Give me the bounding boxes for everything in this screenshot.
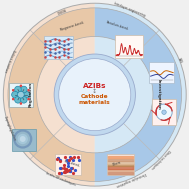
Text: Electrolyte regulation: Electrolyte regulation xyxy=(115,171,146,187)
Text: Interlayer engineering: Interlayer engineering xyxy=(113,2,145,18)
Circle shape xyxy=(20,102,22,105)
Circle shape xyxy=(54,54,135,135)
Text: Manganese-based,: Manganese-based, xyxy=(60,20,85,32)
Text: Other techniques: Other techniques xyxy=(150,148,171,169)
FancyBboxPatch shape xyxy=(9,83,33,107)
Text: Regulation: Regulation xyxy=(29,82,33,107)
Wedge shape xyxy=(3,3,95,186)
FancyBboxPatch shape xyxy=(107,154,134,175)
Text: AZIBs: AZIBs xyxy=(83,83,107,89)
Circle shape xyxy=(21,86,27,93)
Circle shape xyxy=(18,134,28,144)
Circle shape xyxy=(20,136,26,142)
Circle shape xyxy=(12,98,15,100)
Text: Doping/regulation: Doping/regulation xyxy=(3,116,17,142)
Circle shape xyxy=(162,110,166,114)
Circle shape xyxy=(23,91,30,98)
Circle shape xyxy=(21,96,27,103)
Circle shape xyxy=(15,132,30,146)
Text: Vanadium-based,: Vanadium-based, xyxy=(105,20,129,31)
Text: Defect structure: Defect structure xyxy=(3,48,16,72)
FancyBboxPatch shape xyxy=(55,154,81,175)
FancyBboxPatch shape xyxy=(12,129,36,150)
Text: Cathode: Cathode xyxy=(81,94,108,99)
Text: Others: Others xyxy=(112,160,122,167)
FancyBboxPatch shape xyxy=(44,36,73,59)
Circle shape xyxy=(59,59,131,131)
Text: In-situ SR techniques: In-situ SR techniques xyxy=(45,172,76,187)
Circle shape xyxy=(13,129,32,149)
FancyBboxPatch shape xyxy=(149,62,174,84)
Circle shape xyxy=(12,91,18,98)
Circle shape xyxy=(15,96,21,103)
FancyBboxPatch shape xyxy=(115,35,143,58)
Text: Investigation: Investigation xyxy=(156,79,160,110)
Wedge shape xyxy=(95,8,182,181)
Circle shape xyxy=(27,98,30,100)
Text: ↕: ↕ xyxy=(92,89,97,94)
Text: materials: materials xyxy=(79,100,111,105)
Text: PBAs-based,: PBAs-based, xyxy=(64,159,81,168)
Wedge shape xyxy=(95,3,186,186)
Circle shape xyxy=(18,91,24,98)
Circle shape xyxy=(20,84,22,87)
Circle shape xyxy=(15,86,21,93)
Text: XAS: XAS xyxy=(177,57,183,64)
Wedge shape xyxy=(8,8,95,181)
Circle shape xyxy=(156,104,172,120)
FancyBboxPatch shape xyxy=(152,99,177,125)
Circle shape xyxy=(27,89,30,91)
Circle shape xyxy=(12,89,15,91)
Text: SRXRD: SRXRD xyxy=(55,6,66,13)
